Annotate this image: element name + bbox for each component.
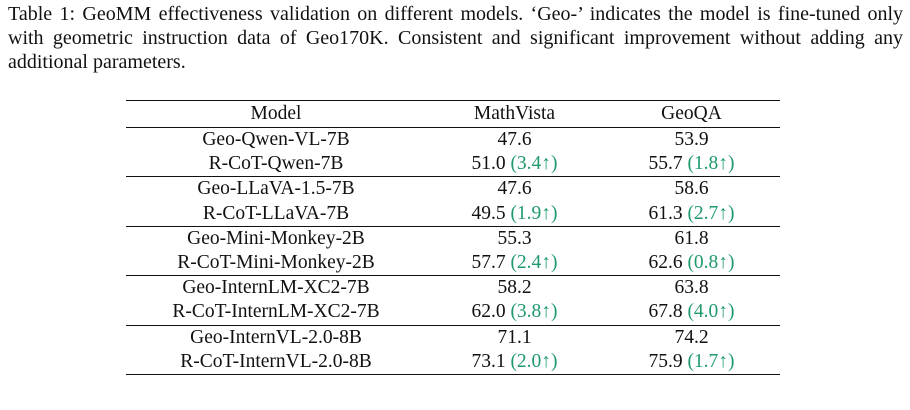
table-row: R-CoT-LLaVA-7B 49.5 (1.9↑) 61.3 (2.7↑): [126, 202, 780, 227]
mathvista-improvement: (2.0↑): [510, 350, 558, 372]
table-header: Model MathVista GeoQA: [126, 100, 780, 128]
header-geoqa: GeoQA: [603, 100, 780, 128]
mathvista-cell: 62.0 (3.8↑): [426, 300, 603, 325]
mathvista-score: 57.7: [471, 252, 506, 274]
mathvista-improvement: (2.4↑): [510, 252, 558, 274]
geoqa-cell: 67.8 (4.0↑): [603, 300, 780, 325]
geoqa-score: 61.8: [603, 225, 780, 251]
model-name: Geo-Qwen-VL-7B: [202, 129, 350, 151]
table-row: Geo-InternLM-XC2-7B 58.2 63.8: [126, 275, 780, 301]
model-name: R-CoT-LLaVA-7B: [202, 202, 350, 224]
geoqa-score: 63.8: [603, 275, 780, 301]
model-name: R-CoT-InternLM-XC2-7B: [172, 301, 380, 323]
geoqa-improvement: (4.0↑): [687, 301, 735, 323]
geoqa-score: 62.6: [648, 252, 683, 274]
model-name: Geo-InternVL-2.0-8B: [126, 324, 426, 350]
table-row: R-CoT-Mini-Monkey-2B 57.7 (2.4↑) 62.6 (0…: [126, 251, 780, 276]
table-row: Geo-InternVL-2.0-8B 71.1 74.2: [126, 324, 780, 350]
table-row: R-CoT-InternVL-2.0-8B 73.1 (2.0↑) 75.9 (…: [126, 349, 780, 375]
mathvista-cell: 57.7 (2.4↑): [426, 251, 603, 276]
mathvista-cell: 73.1 (2.0↑): [426, 349, 603, 375]
geoqa-score: 67.8: [648, 301, 683, 323]
header-model: Model: [126, 100, 426, 128]
model-group-llava: Geo-LLaVA-1.5-7B 47.6 58.6 R-CoT-LLaVA-7…: [126, 176, 780, 227]
model-name: R-CoT-Qwen-7B: [208, 153, 344, 175]
header-mathvista: MathVista: [426, 100, 603, 128]
table-row: Geo-LLaVA-1.5-7B 47.6 58.6: [126, 176, 780, 202]
geoqa-improvement: (2.7↑): [687, 202, 735, 224]
mathvista-score: 51.0: [471, 153, 506, 175]
mathvista-score: 49.5: [471, 202, 506, 224]
geoqa-improvement: (0.8↑): [687, 252, 735, 274]
mathvista-cell: 51.0 (3.4↑): [426, 152, 603, 177]
geoqa-cell: 61.3 (2.7↑): [603, 202, 780, 227]
geoqa-cell: 62.6 (0.8↑): [603, 251, 780, 276]
geoqa-score: 53.9: [674, 129, 709, 151]
model-group-internlm: Geo-InternLM-XC2-7B 58.2 63.8 R-CoT-Inte…: [126, 275, 780, 325]
geoqa-cell: 75.9 (1.7↑): [603, 349, 780, 375]
mathvista-improvement: (3.8↑): [510, 301, 558, 323]
table-row: Geo-Qwen-VL-7B 47.6 53.9: [126, 128, 780, 153]
geoqa-score: 55.7: [648, 153, 683, 175]
geoqa-score: 74.2: [603, 324, 780, 350]
caption-label: Table 1:: [8, 3, 76, 25]
table-row: Geo-Mini-Monkey-2B 55.3 61.8: [126, 225, 780, 251]
geoqa-score: 58.6: [603, 176, 780, 202]
mathvista-improvement: (3.4↑): [510, 153, 558, 175]
model-name: R-CoT-Mini-Monkey-2B: [177, 252, 375, 274]
mathvista-score: 71.1: [426, 324, 603, 350]
geoqa-improvement: (1.8↑): [687, 153, 735, 175]
table-caption: Table 1: GeoMM effectiveness validation …: [8, 2, 903, 74]
geoqa-score: 75.9: [648, 350, 683, 372]
model-group-internvl: Geo-InternVL-2.0-8B 71.1 74.2 R-CoT-Inte…: [126, 324, 780, 375]
model-group-qwen: Geo-Qwen-VL-7B 47.6 53.9 R-CoT-Qwen-7B 5…: [126, 128, 780, 177]
mathvista-score: 47.6: [497, 129, 532, 151]
mathvista-cell: 49.5 (1.9↑): [426, 202, 603, 227]
geoqa-improvement: (1.7↑): [687, 350, 735, 372]
geoqa-score: 61.3: [648, 202, 683, 224]
model-name: Geo-Mini-Monkey-2B: [126, 225, 426, 251]
header-row: Model MathVista GeoQA: [126, 100, 780, 128]
model-name: R-CoT-InternVL-2.0-8B: [126, 349, 426, 375]
mathvista-score: 55.3: [426, 225, 603, 251]
mathvista-score: 58.2: [426, 275, 603, 301]
mathvista-improvement: (1.9↑): [510, 202, 558, 224]
mathvista-score: 47.6: [426, 176, 603, 202]
table-row: R-CoT-Qwen-7B 51.0 (3.4↑) 55.7 (1.8↑): [126, 152, 780, 177]
table-row: R-CoT-InternLM-XC2-7B 62.0 (3.8↑) 67.8 (…: [126, 300, 780, 325]
geoqa-cell: 55.7 (1.8↑): [603, 152, 780, 177]
model-name: Geo-LLaVA-1.5-7B: [126, 176, 426, 202]
caption-text: GeoMM effectiveness validation on differ…: [8, 3, 904, 73]
mathvista-score: 62.0: [471, 301, 506, 323]
model-group-mini-monkey: Geo-Mini-Monkey-2B 55.3 61.8 R-CoT-Mini-…: [126, 225, 780, 276]
results-table: Model MathVista GeoQA Geo-Qwen-VL-7B 47.…: [126, 100, 780, 375]
mathvista-score: 73.1: [471, 350, 506, 372]
model-name: Geo-InternLM-XC2-7B: [126, 275, 426, 301]
